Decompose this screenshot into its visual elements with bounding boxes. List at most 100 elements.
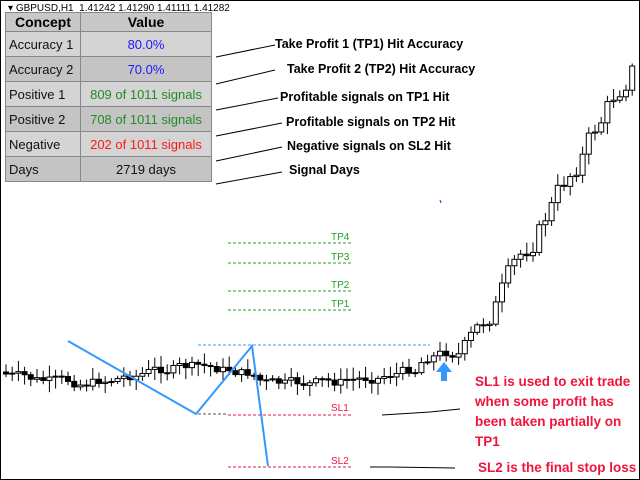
tp1-label: TP1: [331, 299, 350, 310]
candle: [350, 378, 357, 381]
candle: [96, 378, 102, 384]
candle: [158, 366, 164, 374]
candle: [3, 371, 9, 375]
note-positive-2: Profitable signals on TP2 Hit: [286, 115, 456, 129]
candle: [368, 379, 375, 384]
candle: [567, 176, 574, 187]
candle: [517, 253, 524, 260]
candle: [579, 153, 586, 176]
tp4-label: TP4: [331, 232, 350, 243]
candle: [120, 375, 127, 380]
candle: [399, 366, 406, 375]
candle: [592, 131, 598, 134]
candle: [108, 381, 115, 384]
candle: [443, 350, 450, 357]
candle: [474, 324, 481, 333]
candle: [182, 362, 189, 369]
candle: [430, 355, 437, 363]
candle: [418, 362, 425, 374]
table-row: Positive 2 708 of 1011 signals: [5, 106, 212, 132]
concept-cell: Accuracy 2: [5, 56, 81, 82]
candle: [530, 251, 536, 257]
candle: [598, 122, 605, 133]
candle: [331, 379, 338, 386]
candle: [375, 377, 381, 384]
candle: [325, 378, 332, 381]
candle: [344, 378, 350, 381]
value-cell: 2719 days: [80, 156, 212, 182]
candle: [393, 373, 400, 378]
candle: [412, 372, 419, 375]
candle: [362, 377, 369, 381]
candle: [610, 99, 617, 103]
table-row: Days 2719 days: [5, 156, 212, 182]
candle: [554, 184, 561, 204]
candle: [319, 378, 326, 381]
sl2-pointer: [370, 466, 456, 469]
symbol-label: GBPUSD,H1: [15, 3, 74, 14]
candle: [480, 324, 487, 327]
candle: [40, 377, 47, 381]
sl1-label: SL1: [331, 403, 349, 414]
sl2-explanation: SL2 is the final stop loss: [478, 460, 637, 475]
candle: [151, 366, 158, 370]
candle: [604, 101, 611, 124]
tp2-label: TP2: [331, 280, 350, 291]
candle: [294, 377, 301, 385]
candle: [114, 378, 121, 383]
candle: [65, 375, 71, 382]
note-accuracy-1: Take Profit 1 (TP1) Hit Accuracy: [275, 37, 464, 51]
candle: [89, 378, 96, 387]
candle: [263, 379, 270, 382]
candle: [505, 265, 512, 284]
candle: [176, 362, 183, 366]
candle: [21, 371, 28, 376]
ohlc-values: 1.41242 1.41290 1.41111 1.41282: [79, 3, 230, 14]
candle: [461, 339, 468, 355]
candle: [337, 378, 344, 386]
table-row: Accuracy 1 80.0%: [5, 31, 212, 57]
sl1-pointer: [381, 408, 461, 416]
candle: [52, 375, 59, 378]
candle: [46, 376, 53, 381]
candle: [616, 96, 623, 101]
candle: [189, 361, 195, 369]
buy-arrow-icon: [436, 362, 452, 381]
candle: [58, 375, 65, 378]
candle: [511, 258, 518, 267]
value-cell: 708 of 1011 signals: [80, 106, 212, 132]
candle: [145, 368, 152, 375]
candle: [238, 369, 245, 376]
candle: [548, 202, 555, 222]
candle: [34, 377, 40, 380]
concept-cell: Days: [5, 156, 81, 182]
concept-cell: Accuracy 1: [5, 31, 81, 57]
candle: [542, 220, 549, 226]
stats-table: Concept Value Accuracy 1 80.0% Accuracy 2 70…: [5, 12, 212, 182]
candle: [449, 355, 456, 358]
candle: [492, 301, 499, 325]
note-negative: Negative signals on SL2 Hit: [287, 139, 451, 153]
candle: [83, 384, 90, 387]
candle: [244, 369, 251, 376]
concept-cell: Negative: [5, 131, 81, 157]
candle: [27, 374, 34, 380]
candle: [232, 370, 239, 376]
candle: [573, 174, 580, 178]
candle: [468, 331, 474, 341]
value-cell: 809 of 1011 signals: [80, 81, 212, 107]
chart-header: ▾ GBPUSD,H1 1.41242 1.41290 1.41111 1.41…: [8, 3, 230, 14]
candle: [220, 366, 226, 373]
tp3-label: TP3: [331, 252, 350, 263]
candle: [561, 184, 567, 187]
candle: [387, 376, 394, 379]
candle: [523, 253, 530, 257]
candle: [455, 353, 462, 358]
candle: [585, 132, 592, 155]
candle: [71, 380, 78, 388]
candle: [139, 373, 146, 377]
candle: [356, 377, 363, 380]
candle: [102, 381, 109, 384]
sl2-label: SL2: [331, 456, 349, 467]
table-row: Accuracy 2 70.0%: [5, 56, 212, 82]
